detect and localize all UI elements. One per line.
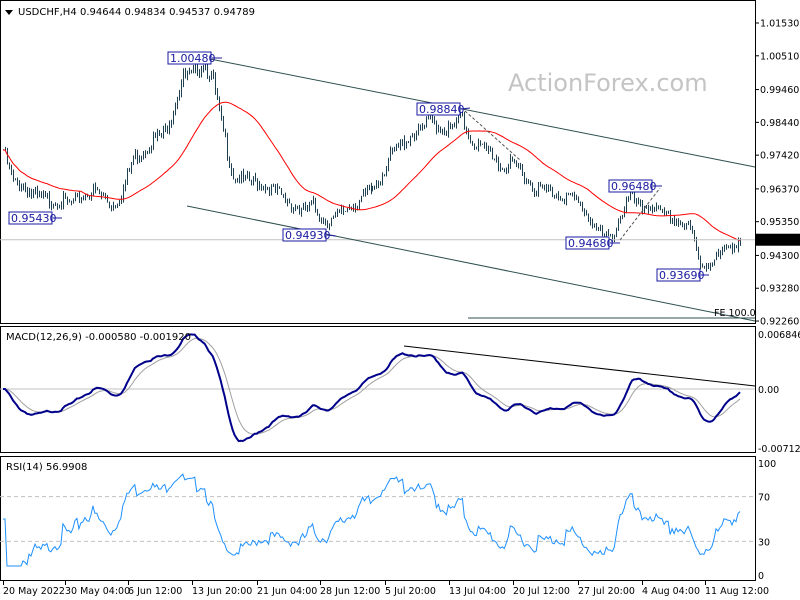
y-tick-label: 0.96370 [760, 184, 799, 195]
channel-lower-line[interactable] [186, 205, 756, 322]
swing-label: 0.94930 [285, 229, 331, 242]
rsi-tick-label: 30 [758, 537, 770, 548]
price-panel-frame [0, 0, 756, 324]
rsi-tick-label: 70 [758, 493, 770, 504]
fibonacci-leg-dashed [619, 187, 661, 241]
macd-tick-label: -0.007128 [758, 444, 800, 455]
y-tick-label: 1.00510 [760, 51, 799, 62]
macd-panel[interactable]: 0.006846 0.00 -0.007128 [0, 326, 800, 456]
x-tick-label: 21 Jun 04:00 [257, 586, 317, 597]
symbol-label: USDCHF,H4 [18, 7, 77, 18]
price-panel[interactable]: 1.01530 1.00510 0.99460 0.98440 0.97420 0.963… [0, 0, 800, 328]
y-tick-label: 1.01530 [760, 19, 799, 30]
rsi-line [3, 473, 741, 567]
macd-signal-line [3, 337, 741, 435]
x-tick-label: 4 Aug 04:00 [642, 586, 700, 597]
macd-trendline[interactable] [403, 345, 756, 387]
swing-label: 1.00480 [170, 52, 216, 65]
x-tick-label: 20 Jul 12:00 [513, 586, 570, 597]
y-tick-label: 0.94300 [760, 251, 799, 262]
swing-label-box [656, 268, 701, 282]
x-tick-label: 30 May 04:00 [65, 586, 130, 597]
watermark: ActionForex.com [508, 69, 708, 97]
swing-label-box [416, 102, 461, 116]
fibonacci-leg-dashed [464, 110, 521, 161]
current-price-marker [756, 233, 800, 246]
current-price-label: 0.94789 [759, 235, 798, 246]
swing-label-box [282, 228, 327, 242]
swing-label: 0.96480 [611, 180, 657, 193]
macd-tick-label: 0.00 [758, 385, 779, 396]
rsi-panel[interactable]: 100 70 30 0 [0, 456, 776, 583]
y-tick-label: 0.93280 [760, 284, 799, 295]
swing-label: 0.94680 [568, 237, 614, 250]
x-tick-label: 20 May 2022 [3, 586, 65, 597]
rsi-title: RSI(14) 56.9908 [6, 462, 87, 473]
ohlc-readout: 0.94644 0.94834 0.94537 0.94789 [80, 7, 255, 18]
x-tick-label: 27 Jul 20:00 [578, 586, 635, 597]
y-tick-label: 0.99460 [760, 85, 799, 96]
y-tick-label: 0.97420 [760, 151, 799, 162]
y-tick-label: 0.98440 [760, 118, 799, 129]
macd-line [3, 333, 741, 443]
x-tick-label: 6 Jun 12:00 [128, 586, 182, 597]
time-axis: 20 May 2022 30 May 04:006 Jun 12:00 13 Jun… [3, 581, 769, 597]
x-tick-label: 13 Jun 20:00 [192, 586, 252, 597]
y-tick-label: 0.92260 [760, 317, 799, 328]
fibonacci-label: FE 100.0 [714, 308, 756, 319]
x-tick-label: 11 Aug 12:00 [705, 586, 769, 597]
collapse-triangle-icon[interactable] [5, 10, 13, 15]
swing-label: 0.95430 [11, 212, 57, 225]
swing-label-box [565, 236, 610, 250]
moving-average-line [3, 101, 741, 242]
macd-tick-label: 0.006846 [758, 330, 800, 341]
y-tick-label: 0.95350 [760, 217, 799, 228]
x-tick-label: 5 Jul 20:00 [385, 586, 436, 597]
x-tick-label: 13 Jul 04:00 [449, 586, 506, 597]
swing-label: 0.93690 [659, 269, 705, 282]
swing-label: 0.98840 [419, 103, 465, 116]
rsi-panel-frame [0, 456, 756, 581]
swing-label-box [8, 211, 53, 225]
swing-label-box [167, 51, 212, 65]
rsi-tick-label: 100 [758, 459, 776, 470]
channel-upper-line[interactable] [204, 57, 756, 168]
swing-label-box [608, 179, 653, 193]
swing-label-connector [326, 234, 337, 237]
macd-title: MACD(12,26,9) -0.000580 -0.001920 [6, 332, 191, 343]
swing-label-connector [460, 107, 471, 110]
rsi-tick-label: 0 [758, 571, 764, 582]
x-tick-label: 28 Jun 12:00 [320, 586, 380, 597]
